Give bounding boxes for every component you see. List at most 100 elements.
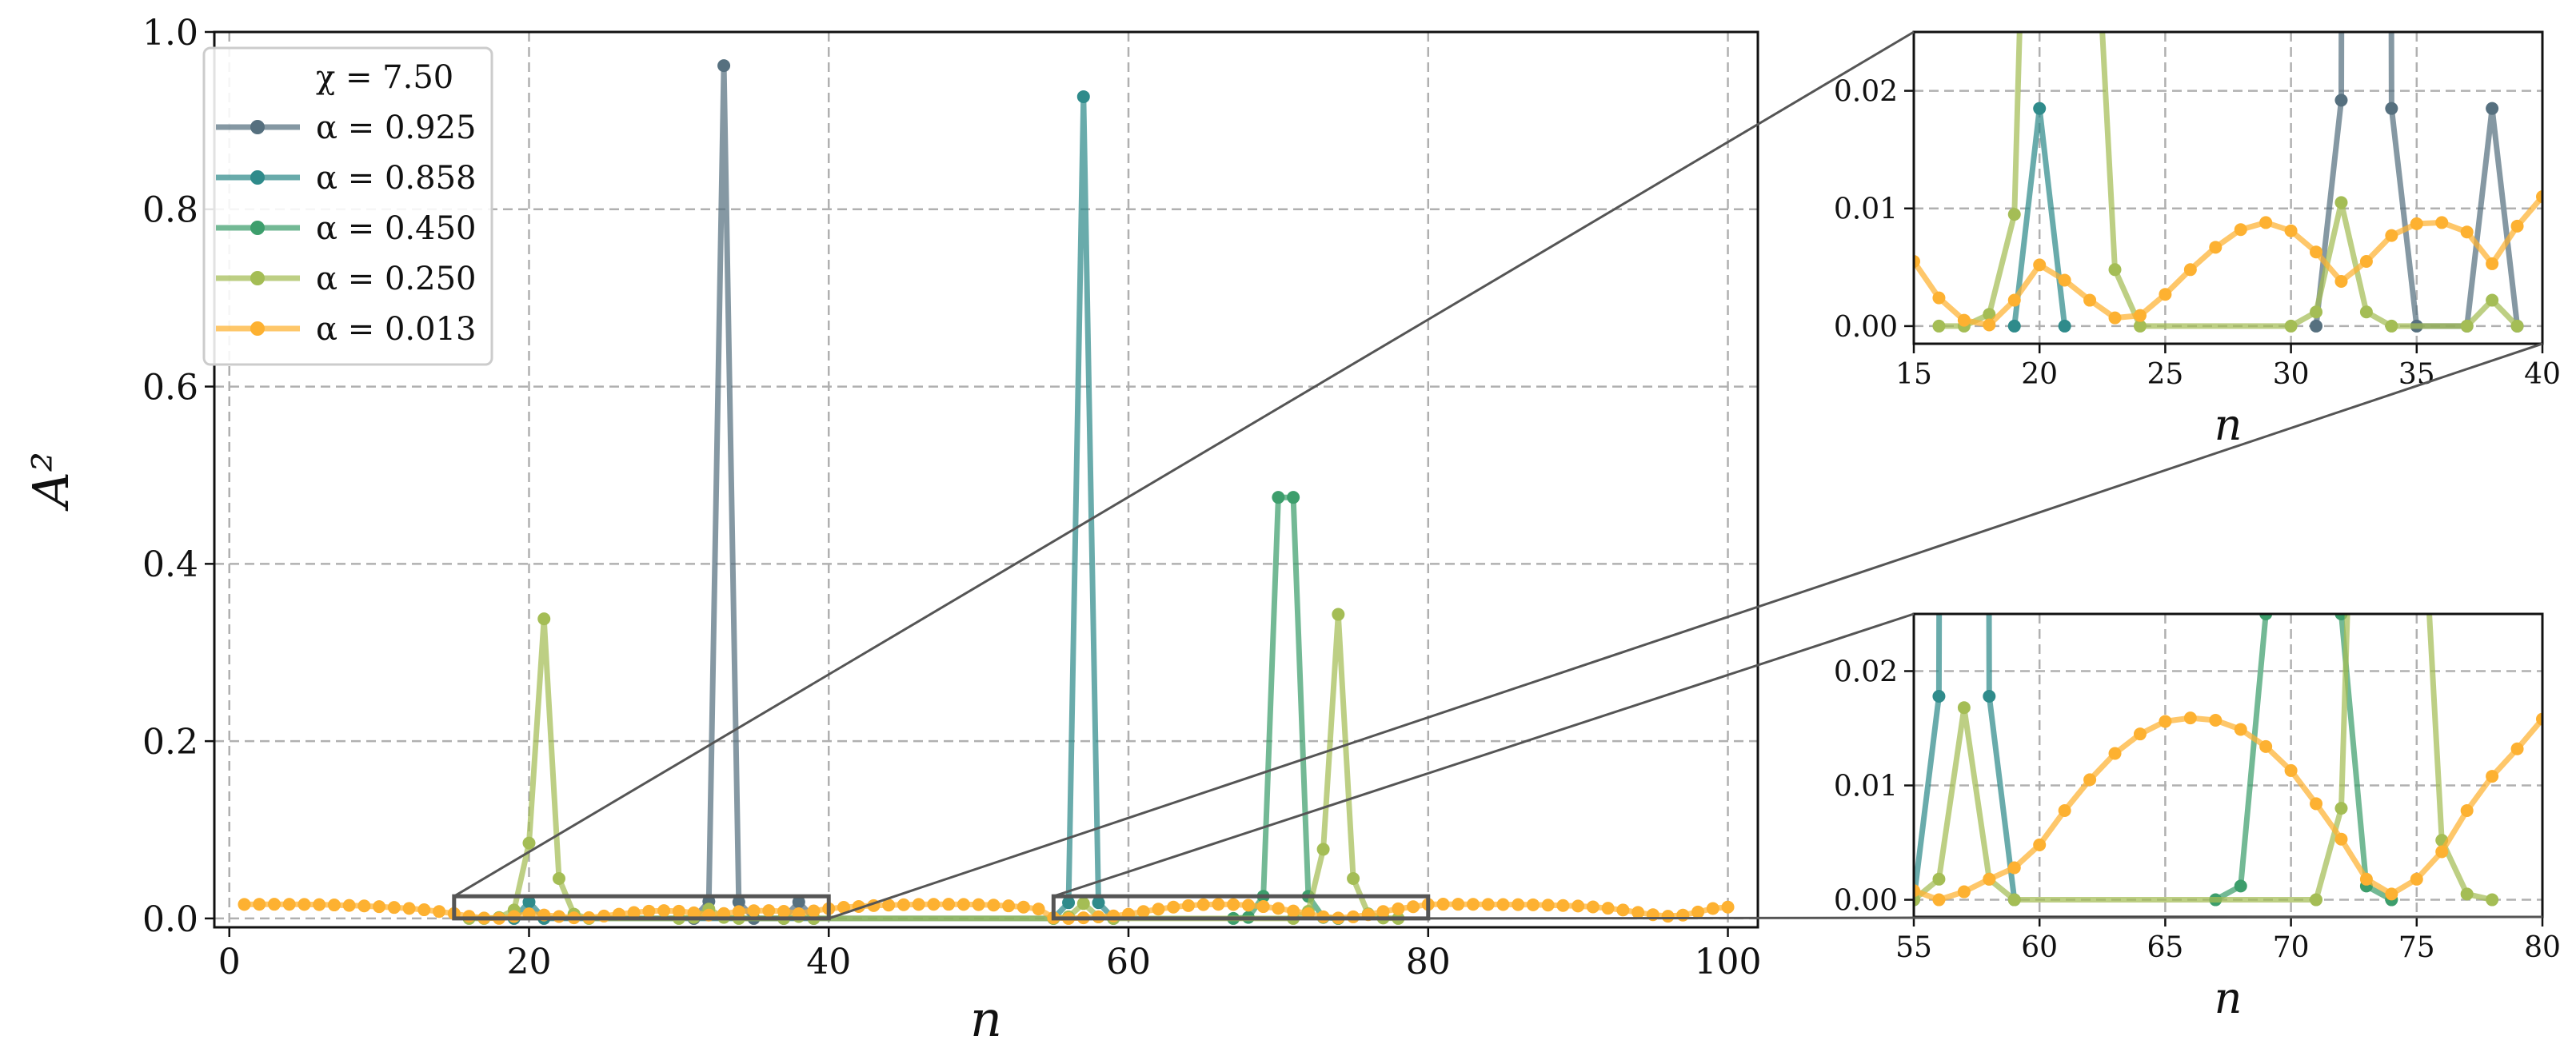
data-point — [1332, 608, 1345, 621]
y-tick-label: 0.02 — [1834, 656, 1898, 688]
x-tick-label: 65 — [2147, 931, 2183, 964]
legend-entry: α = 0.450 — [216, 210, 476, 247]
data-point — [2259, 739, 2273, 753]
data-point — [2334, 275, 2348, 288]
data-point — [2033, 102, 2047, 115]
legend-swatch-marker — [250, 221, 265, 235]
data-point — [1376, 905, 1390, 919]
data-point — [417, 903, 431, 917]
zoom-box-2 — [1051, 894, 1431, 921]
x-axis-title: n — [970, 990, 1002, 1048]
legend: χ = 7.50 α = 0.925 α = 0.858 α = 0.450 α = 0… — [202, 46, 493, 366]
data-point — [2209, 714, 2223, 727]
x-tick-label: 75 — [2398, 931, 2435, 964]
data-point — [1272, 491, 1285, 504]
data-point — [972, 898, 985, 911]
x-tick-label: 20 — [506, 942, 551, 982]
y-tick-label: 1.0 — [142, 13, 198, 54]
data-point — [1076, 897, 1090, 911]
data-point — [942, 898, 956, 911]
data-point — [1092, 896, 1105, 910]
data-point — [1316, 843, 1330, 856]
data-point — [1932, 291, 1946, 305]
data-point — [2310, 305, 2323, 319]
data-point — [1392, 902, 1405, 915]
data-point — [2058, 319, 2071, 333]
y-tick-label: 0.02 — [1834, 76, 1898, 109]
x-tick-label: 60 — [2021, 931, 2058, 964]
data-point — [2359, 254, 2373, 268]
data-point — [2284, 319, 2298, 333]
data-point — [2334, 802, 2348, 815]
data-point — [1241, 899, 1255, 912]
data-point — [2385, 319, 2398, 333]
data-point — [2234, 879, 2247, 893]
data-point — [387, 901, 401, 915]
data-point — [1572, 899, 1585, 913]
inset-plot-bottom: 55 60 65 70 75 80 0.00 0.01 0.02 n — [1834, 612, 2561, 1023]
data-point — [1347, 872, 1360, 886]
legend-swatch-marker — [250, 120, 265, 134]
legend-swatch-marker — [250, 321, 265, 336]
data-point — [537, 612, 551, 626]
data-point — [2410, 217, 2423, 230]
legend-label: α = 0.450 — [316, 210, 476, 247]
data-point — [1556, 899, 1570, 912]
legend-swatch-marker — [250, 170, 265, 185]
data-point — [1227, 898, 1240, 911]
data-point — [882, 899, 896, 912]
data-point — [342, 899, 356, 912]
data-point — [2108, 747, 2122, 760]
data-point — [1983, 318, 1996, 332]
legend-label: α = 0.858 — [316, 160, 476, 197]
data-point — [298, 898, 311, 911]
series-line — [1914, 614, 2493, 903]
data-point — [313, 898, 326, 911]
data-point — [1526, 898, 1540, 911]
connector-line — [1052, 612, 1915, 898]
data-point — [957, 898, 970, 911]
data-point — [2058, 803, 2071, 817]
data-point — [2007, 208, 2021, 221]
zoom-box-1 — [452, 894, 831, 921]
data-point — [1287, 904, 1300, 918]
y-tick-label: 0.01 — [1834, 193, 1898, 226]
data-point — [1002, 899, 1016, 913]
data-point — [2435, 845, 2449, 859]
data-point — [2435, 216, 2449, 229]
series-line — [1914, 193, 2542, 328]
data-point — [1452, 898, 1465, 911]
data-point — [1272, 902, 1285, 915]
data-point — [2083, 293, 2097, 307]
data-point — [2460, 225, 2474, 239]
x-tick-label: 30 — [2273, 358, 2310, 391]
series-2 — [2007, 102, 2071, 333]
data-point — [2410, 872, 2423, 886]
data-point — [2083, 773, 2097, 787]
data-point — [912, 898, 925, 911]
data-point — [1883, 228, 1895, 241]
data-point — [1196, 898, 1210, 911]
data-point — [238, 898, 251, 911]
series-line — [2214, 614, 2394, 903]
y-tick-label: 0.6 — [142, 367, 198, 408]
data-point — [1601, 902, 1615, 915]
zoom-connector-lines — [452, 30, 2543, 921]
data-point — [927, 898, 941, 911]
series-line — [1914, 715, 2542, 903]
series-line — [1914, 614, 2018, 900]
x-tick-label: 60 — [1106, 942, 1151, 982]
series-line — [2313, 32, 2521, 329]
data-point — [2234, 723, 2247, 736]
legend-header: χ = 7.50 — [316, 59, 453, 96]
data-point — [1691, 905, 1705, 919]
y-tick-label: 0.2 — [142, 722, 198, 763]
data-point — [2033, 838, 2047, 851]
x-tick-label: 100 — [1695, 942, 1762, 982]
data-point — [762, 904, 776, 918]
data-point — [2007, 861, 2021, 875]
data-point — [747, 904, 761, 918]
x-tick-label: 40 — [806, 942, 851, 982]
series-line — [512, 94, 1116, 922]
